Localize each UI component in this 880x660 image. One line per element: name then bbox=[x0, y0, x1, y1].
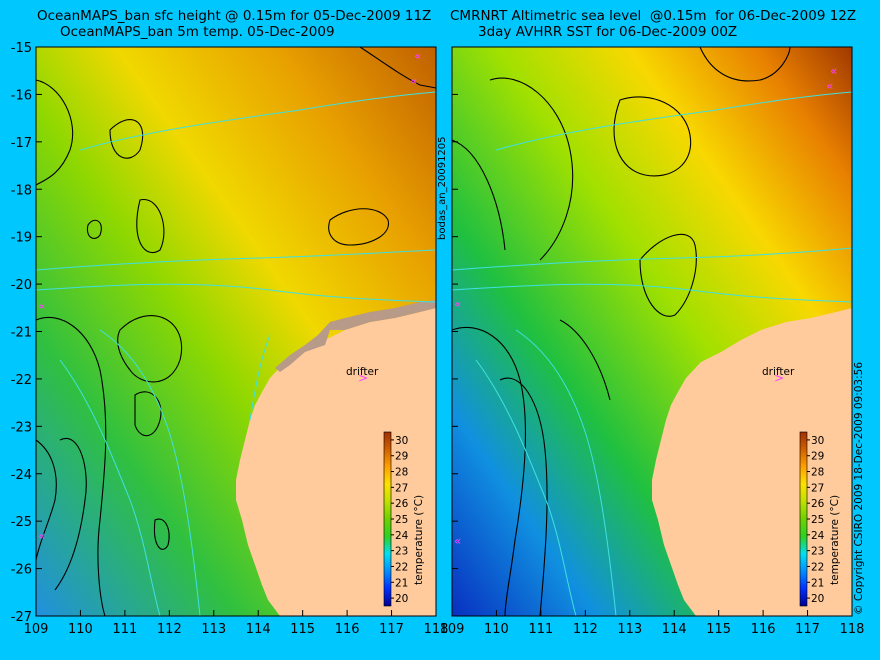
left-lat-tick-label: -21 bbox=[11, 326, 32, 341]
svg-text:«: « bbox=[38, 529, 45, 543]
left-lon-tick-label: 113 bbox=[201, 622, 226, 637]
left-lat-tick-label: -16 bbox=[11, 88, 32, 103]
colorbar-label-left: temperature (°C) bbox=[413, 494, 425, 585]
left-drifter-label: drifter bbox=[346, 366, 379, 378]
left-colorbar-tick-label: 26 bbox=[395, 498, 409, 510]
right-lon-tick-label: 117 bbox=[795, 622, 820, 637]
left-lon-tick-label: 109 bbox=[24, 622, 49, 637]
right-isobaths bbox=[451, 91, 853, 617]
right-colorbar-tick-label: 25 bbox=[811, 514, 824, 526]
right-height-contours bbox=[451, 46, 791, 617]
right-lon-tick-label: 114 bbox=[662, 622, 687, 637]
right-title-line1: CMRNRT Altimetric sea level @0.15m for 0… bbox=[450, 8, 857, 24]
left-lon-tick-label: 115 bbox=[290, 622, 315, 637]
right-colorbar-tick-label: 27 bbox=[811, 482, 824, 494]
right-colorbar-tick-label: 28 bbox=[811, 467, 824, 479]
left-lat-tick-label: -25 bbox=[11, 515, 32, 530]
right-drifter-label: drifter bbox=[762, 366, 795, 378]
right-title-line2: 3day AVHRR SST for 06-Dec-2009 00Z bbox=[478, 24, 738, 40]
left-lat-tick-label: -24 bbox=[11, 468, 32, 483]
left-colorbar: 30 29 28 27 26 25 24 23 22 21 20 bbox=[383, 431, 409, 607]
left-colorbar-tick-label: 22 bbox=[395, 561, 408, 573]
left-height-contours bbox=[35, 46, 437, 617]
right-lon-tick-label: 113 bbox=[617, 622, 642, 637]
right-lon-tick-label: 112 bbox=[573, 622, 598, 637]
right-lon-tick-label: 109 bbox=[440, 622, 465, 637]
right-colorbar-tick-label: 21 bbox=[811, 577, 824, 589]
left-colorbar-tick-label: 29 bbox=[395, 451, 408, 463]
right-lon-tick-label: 115 bbox=[706, 622, 731, 637]
svg-text:«: « bbox=[826, 79, 833, 93]
right-lon-tick-label: 118 bbox=[840, 622, 865, 637]
right-colorbar-tick-label: 20 bbox=[811, 593, 824, 605]
right-map-panel: « « « « > drifter bbox=[451, 46, 853, 617]
right-colorbar: 30 29 28 27 26 25 24 23 22 21 20 bbox=[799, 431, 825, 607]
colorbar-label-right: temperature (°C) bbox=[829, 494, 841, 585]
left-lat-tick-label: -27 bbox=[11, 610, 32, 625]
left-lat-tick-label: -19 bbox=[11, 231, 32, 246]
left-lon-tick-label: 112 bbox=[157, 622, 182, 637]
right-colorbar-tick-label: 24 bbox=[811, 530, 825, 542]
left-colorbar-tick-label: 23 bbox=[395, 546, 408, 558]
svg-text:>: > bbox=[358, 371, 368, 385]
left-lon-tick-label: 117 bbox=[379, 622, 404, 637]
left-lat-tick-label: -20 bbox=[11, 278, 32, 293]
left-colorbar-tick-label: 20 bbox=[395, 593, 408, 605]
left-lon-tick-label: 116 bbox=[335, 622, 360, 637]
right-colorbar-tick-label: 23 bbox=[811, 546, 824, 558]
left-title-line2: OceanMAPS_ban 5m temp. 05-Dec-2009 bbox=[60, 24, 335, 40]
left-colorbar-tick-label: 21 bbox=[395, 577, 408, 589]
left-map-panel: « « « « > drifter bbox=[35, 46, 437, 617]
right-colorbar-tick-label: 26 bbox=[811, 498, 825, 510]
left-lat-tick-label: -23 bbox=[11, 420, 32, 435]
left-lat-tick-label: -17 bbox=[11, 136, 32, 151]
svg-text:«: « bbox=[454, 534, 461, 548]
left-lon-tick-label: 118 bbox=[424, 622, 449, 637]
copyright-label: © Copyright CSIRO 2009 18-Dec-2009 09:03… bbox=[853, 361, 865, 615]
left-colorbar-tick-label: 24 bbox=[395, 530, 409, 542]
left-axes: 109 110 111 112 113 114 115 116 117 118 -15 -16 -17 -… bbox=[11, 41, 449, 637]
right-lon-tick-label: 111 bbox=[528, 622, 553, 637]
left-isobaths bbox=[35, 91, 437, 617]
svg-text:«: « bbox=[38, 299, 45, 313]
left-colorbar-tick-label: 27 bbox=[395, 482, 408, 494]
svg-text:«: « bbox=[410, 74, 417, 88]
right-colorbar-tick-label: 22 bbox=[811, 561, 824, 573]
left-drifters: « « « « > bbox=[38, 49, 421, 543]
svg-text:«: « bbox=[830, 64, 837, 78]
right-drifters: « « « « > bbox=[454, 64, 837, 548]
right-axes: 109 110 111 112 113 114 115 116 117 118 bbox=[440, 46, 865, 637]
left-lat-tick-label: -15 bbox=[11, 41, 32, 56]
left-lon-tick-label: 111 bbox=[112, 622, 137, 637]
left-title-line1: OceanMAPS_ban sfc height @ 0.15m for 05-… bbox=[37, 8, 432, 24]
left-colorbar-tick-label: 30 bbox=[395, 435, 408, 447]
left-lat-tick-label: -18 bbox=[11, 183, 32, 198]
right-colorbar-tick-label: 30 bbox=[811, 435, 824, 447]
left-lat-tick-label: -26 bbox=[11, 563, 32, 578]
left-colorbar-bar bbox=[383, 431, 392, 607]
run-id-label: bodas_an_20091205 bbox=[437, 136, 448, 240]
right-colorbar-bar bbox=[799, 431, 808, 607]
left-colorbar-tick-label: 25 bbox=[395, 514, 408, 526]
left-lon-tick-label: 114 bbox=[246, 622, 271, 637]
right-lon-tick-label: 116 bbox=[751, 622, 776, 637]
svg-text:«: « bbox=[414, 49, 421, 63]
left-land-mask bbox=[275, 300, 436, 372]
svg-text:>: > bbox=[774, 371, 784, 385]
left-lat-tick-label: -22 bbox=[11, 373, 32, 388]
right-colorbar-tick-label: 29 bbox=[811, 451, 824, 463]
right-lon-tick-label: 110 bbox=[484, 622, 509, 637]
left-colorbar-tick-label: 28 bbox=[395, 467, 408, 479]
left-lon-tick-label: 110 bbox=[68, 622, 93, 637]
svg-text:«: « bbox=[454, 297, 461, 311]
